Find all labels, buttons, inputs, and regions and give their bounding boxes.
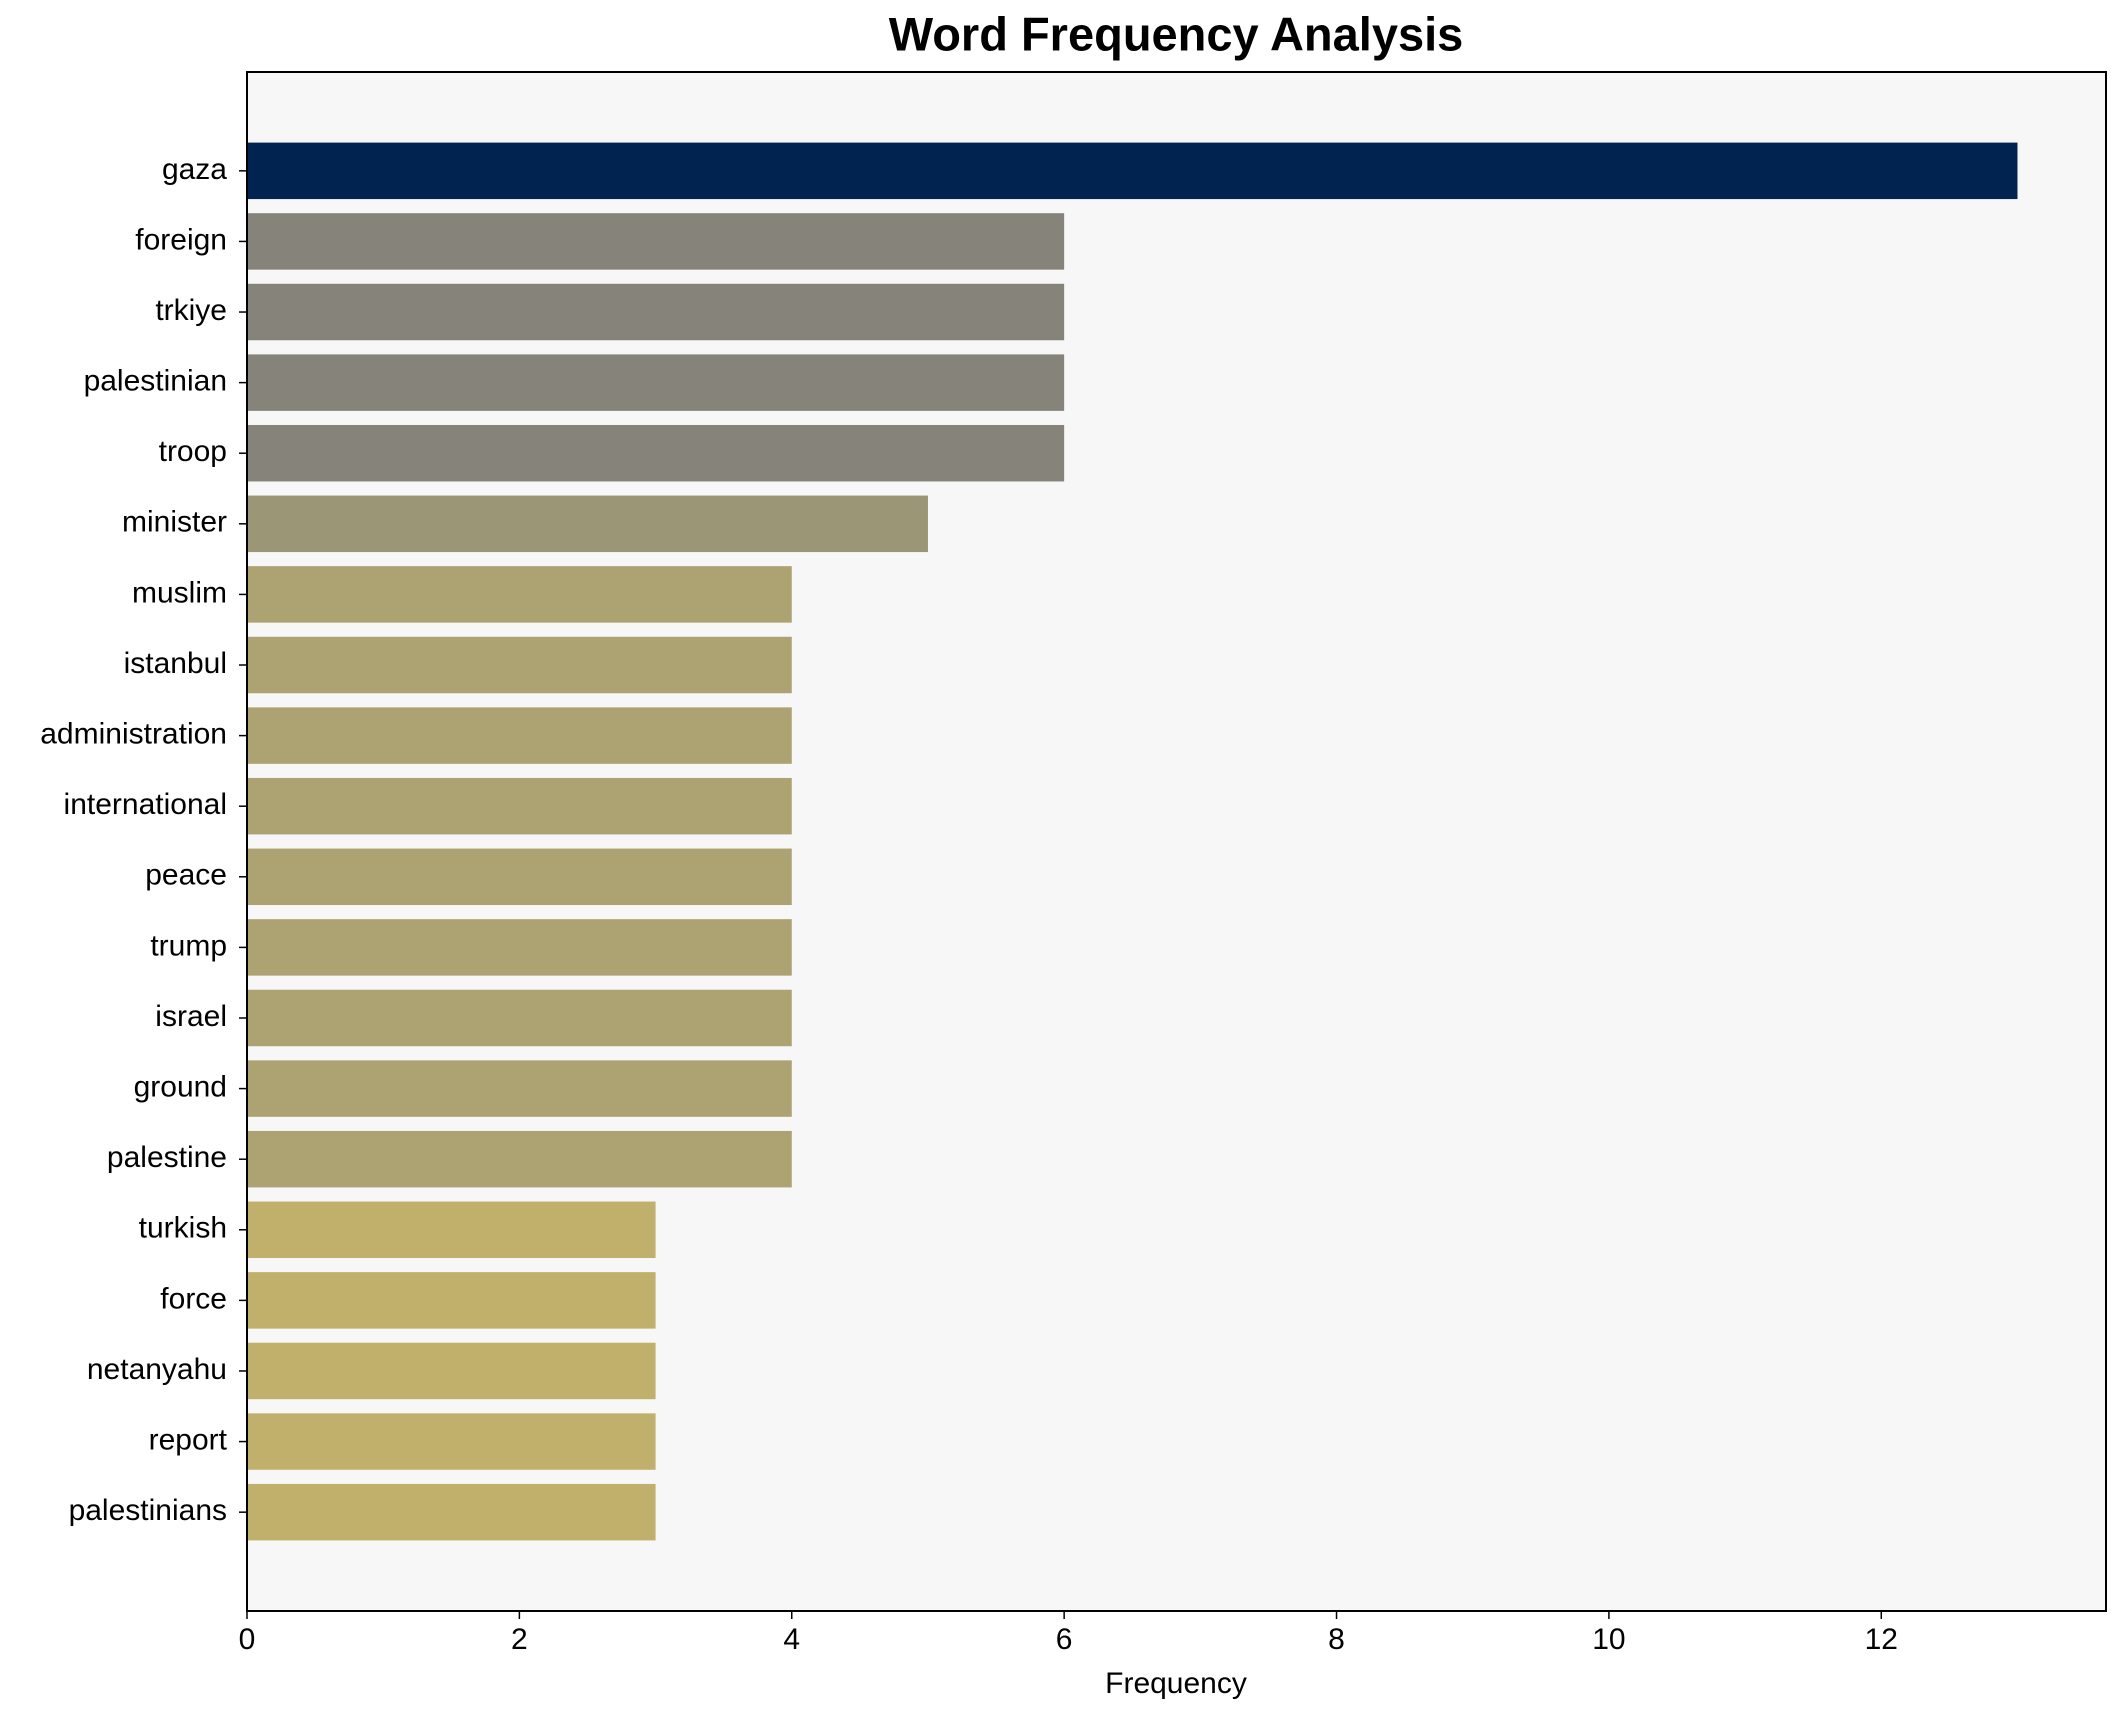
plot-frame <box>246 71 2107 1612</box>
y-tick-label: gaza <box>162 153 227 186</box>
y-tick-label: peace <box>145 859 227 892</box>
bar <box>247 283 1065 341</box>
bar <box>247 1201 656 1259</box>
chart-title: Word Frequency Analysis <box>889 7 1464 60</box>
x-tick-label: 12 <box>1865 1623 1898 1656</box>
y-tick-label: foreign <box>135 223 227 256</box>
y-tick-label: netanyahu <box>87 1353 227 1386</box>
y-tick-label: report <box>149 1423 228 1456</box>
bar <box>247 1342 656 1400</box>
bar <box>247 1483 656 1541</box>
y-tick-label: muslim <box>132 576 227 609</box>
y-tick-label: troop <box>159 435 227 468</box>
bar <box>247 354 1065 411</box>
y-tick-label: palestine <box>107 1141 227 1174</box>
bar <box>247 213 1065 270</box>
y-tick-label: force <box>160 1282 227 1315</box>
x-tick-label: 6 <box>1056 1623 1073 1656</box>
x-tick-label: 4 <box>783 1623 800 1656</box>
bar <box>247 848 792 906</box>
bar <box>247 142 2018 200</box>
bar <box>247 777 792 835</box>
y-tick-label: palestinians <box>69 1494 227 1527</box>
bar <box>247 1272 656 1329</box>
bar <box>247 1060 792 1117</box>
y-tick-label: international <box>64 788 227 821</box>
y-tick-label: istanbul <box>124 647 227 680</box>
y-tick-label: israel <box>155 1000 227 1033</box>
x-tick-label: 2 <box>511 1623 528 1656</box>
bar <box>247 1130 792 1188</box>
y-tick-label: ground <box>134 1071 227 1104</box>
y-tick-label: administration <box>40 718 227 751</box>
x-tick-label: 10 <box>1592 1623 1625 1656</box>
bar <box>247 919 792 976</box>
x-tick-label: 0 <box>239 1623 256 1656</box>
x-axis-label: Frequency <box>1105 1667 1247 1700</box>
bar <box>247 424 1065 482</box>
y-tick-label: minister <box>122 506 227 539</box>
x-tick-label: 8 <box>1328 1623 1345 1656</box>
bar <box>247 495 928 553</box>
y-tick-label: trump <box>150 929 227 962</box>
bar <box>247 636 792 694</box>
y-tick-label: palestinian <box>84 365 227 398</box>
y-tick-label: turkish <box>139 1212 227 1245</box>
bar <box>247 1413 656 1470</box>
bar <box>247 989 792 1047</box>
y-tick-label: trkiye <box>155 294 227 327</box>
bar <box>247 566 792 623</box>
bar <box>247 707 792 764</box>
